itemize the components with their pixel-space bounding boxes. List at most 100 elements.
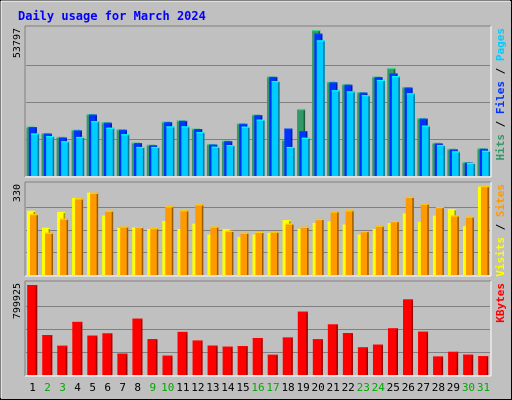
x-tick-label-day-9: 9 — [149, 381, 156, 394]
bar-visits-sites-day-7 — [120, 226, 129, 275]
bar-visits-sites-day-22 — [345, 210, 354, 275]
x-tick-label-day-8: 8 — [134, 381, 141, 394]
bar-visits-sites-day-15 — [240, 232, 249, 275]
bar-kbytes-kbytes-day-7 — [117, 353, 128, 375]
x-tick-label-day-25: 25 — [387, 381, 400, 394]
x-tick-label-day-28: 28 — [432, 381, 445, 394]
bar-visits-sites-day-17 — [270, 231, 279, 275]
bar-kbytes-kbytes-day-30 — [463, 354, 474, 375]
bar-hits-pages-day-30 — [467, 162, 476, 176]
bar-kbytes-kbytes-day-6 — [102, 333, 113, 375]
bar-visits-sites-day-24 — [375, 225, 384, 275]
legend-separator: / — [494, 114, 507, 134]
bar-hits-pages-day-9 — [151, 146, 160, 176]
bar-kbytes-kbytes-day-27 — [418, 331, 429, 375]
x-tick-label-day-19: 19 — [296, 381, 309, 394]
bar-visits-sites-day-26 — [405, 196, 414, 275]
bar-hits-pages-day-6 — [106, 127, 115, 176]
bar-visits-sites-day-20 — [315, 218, 324, 275]
bar-hits-pages-day-10 — [166, 126, 175, 176]
bar-kbytes-kbytes-day-31 — [478, 356, 489, 375]
panel-visits-max-label: 330 — [12, 184, 23, 202]
legend-files: Files — [494, 81, 507, 114]
x-tick-label-day-22: 22 — [342, 381, 355, 394]
panel-kbytes-max-label: 799925 — [12, 283, 23, 319]
legend-sites: Sites — [494, 184, 507, 217]
bar-kbytes-kbytes-day-5 — [87, 335, 98, 375]
bar-visits-sites-day-29 — [450, 215, 459, 275]
x-tick-label-day-3: 3 — [59, 381, 66, 394]
bar-hits-pages-day-26 — [406, 93, 415, 176]
bar-hits-pages-day-1 — [31, 133, 40, 176]
x-tick-label-day-20: 20 — [312, 381, 325, 394]
x-tick-label-day-13: 13 — [206, 381, 219, 394]
bar-hits-pages-day-2 — [46, 136, 55, 176]
bar-kbytes-kbytes-day-3 — [57, 345, 68, 375]
bar-kbytes-kbytes-day-26 — [403, 299, 414, 375]
bar-kbytes-kbytes-day-14 — [222, 346, 233, 375]
x-tick-label-day-17: 17 — [266, 381, 279, 394]
chart-title: Daily usage for March 2024 — [18, 9, 206, 23]
bar-hits-pages-day-12 — [196, 132, 205, 176]
panel-hits: 53797 Hits / Files / Pages — [12, 25, 507, 178]
x-tick-label-day-7: 7 — [119, 381, 126, 394]
legend-hits: Hits — [494, 134, 507, 161]
bar-kbytes-kbytes-day-9 — [147, 339, 158, 375]
bar-kbytes-kbytes-day-10 — [162, 355, 173, 375]
bar-hits-pages-day-29 — [452, 151, 461, 176]
x-tick-label-day-5: 5 — [89, 381, 96, 394]
x-tick-label-day-24: 24 — [372, 381, 386, 394]
bar-visits-sites-day-1 — [30, 214, 38, 275]
x-tick-label-day-29: 29 — [447, 381, 460, 394]
x-tick-label-day-27: 27 — [417, 381, 430, 394]
bar-kbytes-kbytes-day-13 — [207, 345, 218, 375]
bar-hits-pages-day-25 — [391, 76, 400, 176]
x-tick-label-day-1: 1 — [29, 381, 36, 394]
bar-visits-sites-day-12 — [195, 204, 204, 275]
x-tick-label-day-18: 18 — [281, 381, 294, 394]
bar-kbytes-kbytes-day-2 — [42, 335, 53, 375]
x-tick-label-day-23: 23 — [357, 381, 370, 394]
bar-kbytes-kbytes-day-24 — [372, 344, 383, 375]
bar-visits-sites-day-5 — [90, 192, 99, 275]
x-tick-label-day-26: 26 — [402, 381, 415, 394]
bar-visits-sites-day-30 — [465, 216, 474, 275]
bar-hits-pages-day-31 — [482, 150, 491, 176]
legend-kbytes: KBytes — [494, 283, 507, 323]
x-tick-label-day-6: 6 — [104, 381, 111, 394]
bar-kbytes-kbytes-day-23 — [357, 347, 368, 375]
bar-kbytes-kbytes-day-21 — [327, 324, 338, 375]
bar-hits-pages-day-17 — [271, 81, 280, 176]
bar-visits-sites-day-21 — [330, 211, 339, 275]
bar-hits-pages-day-11 — [181, 126, 190, 176]
bar-visits-sites-day-4 — [75, 198, 84, 275]
bar-hits-pages-day-27 — [421, 125, 430, 176]
bar-kbytes-kbytes-day-4 — [72, 321, 83, 375]
x-tick-label-day-11: 11 — [176, 381, 189, 394]
x-tick-label-day-31: 31 — [477, 381, 490, 394]
panel-hits-max-label: 53797 — [12, 28, 23, 58]
bar-visits-sites-day-3 — [60, 218, 69, 275]
bar-hits-pages-day-16 — [256, 119, 265, 176]
bar-hits-pages-day-20 — [316, 40, 325, 176]
bar-kbytes-kbytes-day-17 — [267, 354, 278, 375]
bar-hits-pages-day-28 — [436, 145, 445, 176]
bar-hits-pages-day-18 — [286, 146, 295, 176]
x-tick-label-day-2: 2 — [44, 381, 51, 394]
bar-hits-pages-day-8 — [136, 146, 145, 176]
bar-visits-sites-day-2 — [45, 232, 54, 275]
bar-kbytes-kbytes-day-22 — [342, 333, 353, 375]
bar-kbytes-kbytes-day-12 — [192, 340, 203, 375]
bar-visits-sites-day-6 — [105, 210, 114, 275]
legend-pages: Pages — [494, 28, 507, 61]
x-tick-label-day-30: 30 — [462, 381, 475, 394]
panel-hits-legend: Hits / Files / Pages — [494, 28, 507, 161]
bar-hits-pages-day-13 — [211, 146, 220, 176]
panel-visits-legend: Visits / Sites — [494, 184, 507, 277]
bar-hits-pages-day-4 — [76, 136, 85, 176]
bar-visits-sites-day-10 — [165, 206, 174, 275]
bar-kbytes-kbytes-day-19 — [297, 311, 308, 375]
panel-kbytes: 799925 KBytes — [12, 280, 507, 377]
